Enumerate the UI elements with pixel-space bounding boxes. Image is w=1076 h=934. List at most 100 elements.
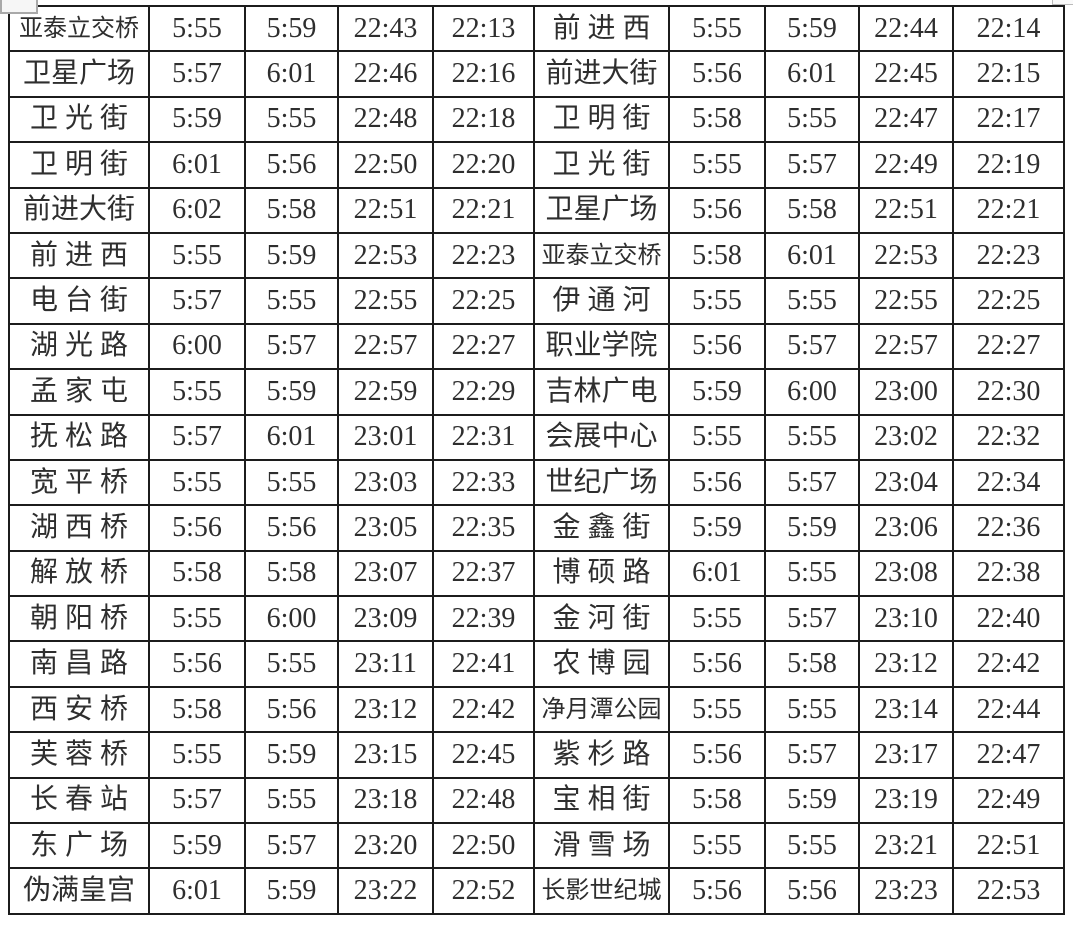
time-cell: 22:57 xyxy=(337,322,434,371)
time-cell: 5:55 xyxy=(668,4,766,53)
station-cell-right: 长影世纪城 xyxy=(533,867,670,915)
time-cell: 5:58 xyxy=(764,186,860,234)
time-cell: 22:37 xyxy=(432,549,535,598)
time-cell: 22:49 xyxy=(858,141,954,189)
time-cell: 5:57 xyxy=(764,731,860,779)
time-cell: 5:56 xyxy=(244,504,339,552)
time-cell: 22:25 xyxy=(952,277,1065,325)
time-cell: 5:57 xyxy=(148,413,246,461)
time-cell: 22:49 xyxy=(952,776,1065,825)
time-cell: 22:42 xyxy=(432,685,535,734)
station-cell-right: 滑 雪 场 xyxy=(533,822,670,870)
time-cell: 6:01 xyxy=(244,413,339,461)
time-cell: 5:55 xyxy=(764,413,860,461)
timetable-row: 前 进 西 5:55 5:59 22:53 22:23 亚泰立交桥 5:58 6… xyxy=(8,231,1065,280)
time-cell: 5:56 xyxy=(668,731,766,779)
time-cell: 5:57 xyxy=(764,458,860,507)
timetable-row: 湖 西 桥 5:56 5:56 23:05 22:35 金 鑫 街 5:59 5… xyxy=(8,504,1065,552)
time-cell: 6:00 xyxy=(244,595,339,643)
time-cell: 22:27 xyxy=(432,322,535,371)
station-cell-right: 卫 光 街 xyxy=(533,141,670,189)
station-cell-left: 芙 蓉 桥 xyxy=(8,731,150,779)
time-cell: 23:12 xyxy=(337,685,434,734)
timetable-row: 卫星广场 5:57 6:01 22:46 22:16 前进大街 5:56 6:0… xyxy=(8,50,1065,98)
time-cell: 23:18 xyxy=(337,776,434,825)
station-cell-right: 农 博 园 xyxy=(533,640,670,688)
time-cell: 5:57 xyxy=(148,50,246,98)
time-cell: 6:01 xyxy=(148,141,246,189)
time-cell: 5:55 xyxy=(244,277,339,325)
time-cell: 23:14 xyxy=(858,685,954,734)
time-cell: 22:51 xyxy=(952,822,1065,870)
time-cell: 22:59 xyxy=(337,368,434,416)
time-cell: 5:55 xyxy=(244,640,339,688)
time-cell: 22:30 xyxy=(952,368,1065,416)
time-cell: 5:56 xyxy=(668,50,766,98)
station-cell-left: 卫 光 街 xyxy=(8,95,150,144)
station-cell-right: 会展中心 xyxy=(533,413,670,461)
station-cell-right: 前进大街 xyxy=(533,50,670,98)
time-cell: 5:59 xyxy=(244,368,339,416)
station-cell-left: 卫星广场 xyxy=(8,50,150,98)
station-cell-left: 电 台 街 xyxy=(8,277,150,325)
time-cell: 22:39 xyxy=(432,595,535,643)
station-cell-left: 长 春 站 xyxy=(8,776,150,825)
time-cell: 5:58 xyxy=(244,186,339,234)
timetable-row: 西 安 桥 5:58 5:56 23:12 22:42 净月潭公园 5:55 5… xyxy=(8,685,1065,734)
time-cell: 6:01 xyxy=(244,50,339,98)
time-cell: 5:55 xyxy=(668,595,766,643)
time-cell: 22:50 xyxy=(432,822,535,870)
time-cell: 5:55 xyxy=(764,822,860,870)
bus-timetable: 亚泰立交桥 5:55 5:59 22:43 22:13 前 进 西 5:55 5… xyxy=(8,4,1065,915)
time-cell: 22:50 xyxy=(337,141,434,189)
time-cell: 5:55 xyxy=(668,277,766,325)
time-cell: 22:53 xyxy=(337,231,434,280)
time-cell: 5:55 xyxy=(668,141,766,189)
station-cell-right: 卫星广场 xyxy=(533,186,670,234)
time-cell: 5:56 xyxy=(668,867,766,915)
station-cell-left: 伪满皇宫 xyxy=(8,867,150,915)
time-cell: 5:55 xyxy=(244,776,339,825)
time-cell: 5:58 xyxy=(244,549,339,598)
time-cell: 6:02 xyxy=(148,186,246,234)
time-cell: 22:51 xyxy=(858,186,954,234)
time-cell: 5:59 xyxy=(244,4,339,53)
time-cell: 22:15 xyxy=(952,50,1065,98)
time-cell: 22:55 xyxy=(337,277,434,325)
station-cell-left: 湖 光 路 xyxy=(8,322,150,371)
time-cell: 5:59 xyxy=(764,4,860,53)
time-cell: 22:48 xyxy=(337,95,434,144)
time-cell: 22:44 xyxy=(952,685,1065,734)
station-cell-right: 净月潭公园 xyxy=(533,685,670,734)
scan-corner-artifact-right xyxy=(1052,0,1073,5)
time-cell: 22:17 xyxy=(952,95,1065,144)
time-cell: 5:55 xyxy=(668,413,766,461)
station-cell-left: 解 放 桥 xyxy=(8,549,150,598)
time-cell: 5:58 xyxy=(668,776,766,825)
station-cell-left: 前进大街 xyxy=(8,186,150,234)
timetable-row: 东 广 场 5:59 5:57 23:20 22:50 滑 雪 场 5:55 5… xyxy=(8,822,1065,870)
time-cell: 5:59 xyxy=(244,867,339,915)
station-cell-left: 亚泰立交桥 xyxy=(8,4,150,53)
time-cell: 5:56 xyxy=(668,640,766,688)
time-cell: 5:56 xyxy=(668,322,766,371)
time-cell: 23:19 xyxy=(858,776,954,825)
time-cell: 6:00 xyxy=(148,322,246,371)
timetable-row: 前进大街 6:02 5:58 22:51 22:21 卫星广场 5:56 5:5… xyxy=(8,186,1065,234)
time-cell: 5:59 xyxy=(668,504,766,552)
time-cell: 5:56 xyxy=(148,504,246,552)
station-cell-left: 朝 阳 桥 xyxy=(8,595,150,643)
time-cell: 22:48 xyxy=(432,776,535,825)
station-cell-right: 宝 相 街 xyxy=(533,776,670,825)
time-cell: 6:00 xyxy=(764,368,860,416)
time-cell: 6:01 xyxy=(764,50,860,98)
time-cell: 22:35 xyxy=(432,504,535,552)
time-cell: 23:00 xyxy=(858,368,954,416)
time-cell: 23:10 xyxy=(858,595,954,643)
station-cell-left: 抚 松 路 xyxy=(8,413,150,461)
time-cell: 5:59 xyxy=(764,504,860,552)
timetable-row: 电 台 街 5:57 5:55 22:55 22:25 伊 通 河 5:55 5… xyxy=(8,277,1065,325)
time-cell: 5:56 xyxy=(668,458,766,507)
time-cell: 5:55 xyxy=(148,368,246,416)
